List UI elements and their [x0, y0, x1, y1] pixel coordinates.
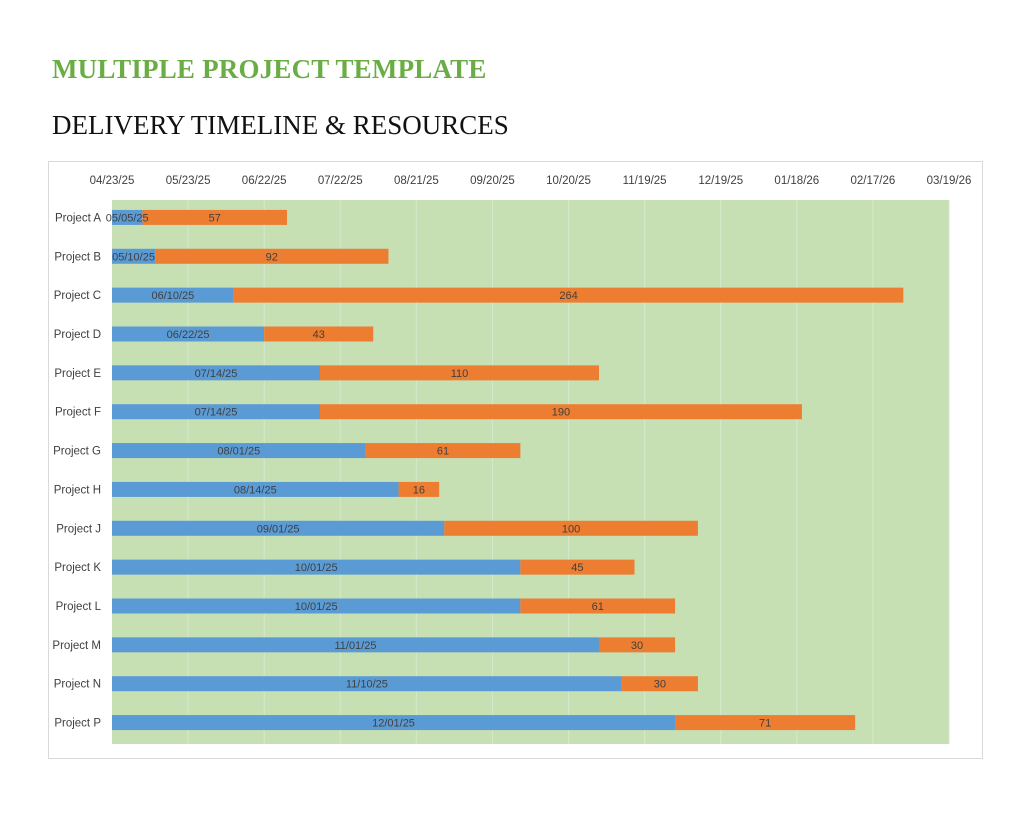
start-bar — [112, 481, 399, 497]
start-date-label: 06/22/25 — [167, 329, 210, 341]
start-date-label: 05/10/25 — [112, 251, 155, 263]
x-tick-label: 03/19/26 — [927, 175, 972, 187]
category-label: Project B — [54, 251, 101, 263]
duration-label: 30 — [654, 679, 666, 691]
category-label: Project A — [55, 212, 101, 224]
start-date-label: 11/10/25 — [346, 679, 388, 691]
category-label: Project P — [54, 718, 101, 730]
start-date-label: 07/14/25 — [195, 407, 238, 419]
start-bar — [112, 404, 320, 420]
start-bar — [112, 637, 599, 653]
start-bar — [112, 559, 521, 575]
duration-bar — [621, 676, 698, 692]
start-bar — [112, 443, 366, 459]
x-tick-label: 07/22/25 — [318, 175, 363, 187]
start-date-label: 10/01/25 — [295, 601, 338, 613]
category-label: Project C — [54, 290, 101, 302]
duration-bar — [233, 287, 904, 303]
duration-bar — [598, 637, 676, 653]
duration-label: 30 — [631, 640, 643, 652]
x-tick-label: 08/21/25 — [394, 175, 439, 187]
duration-label: 61 — [437, 446, 449, 458]
duration-bar — [675, 715, 856, 731]
category-label: Project M — [52, 640, 101, 652]
x-tick-label: 04/23/25 — [90, 175, 135, 187]
duration-bar — [319, 365, 599, 381]
category-label: Project K — [54, 562, 101, 574]
duration-bar — [520, 559, 635, 575]
start-bar — [112, 326, 265, 342]
x-tick-label: 12/19/25 — [698, 175, 743, 187]
x-tick-label: 11/19/25 — [623, 175, 667, 187]
category-label: Project N — [54, 679, 101, 691]
start-date-label: 08/01/25 — [217, 446, 260, 458]
start-bar — [112, 598, 521, 614]
category-label: Project H — [54, 484, 101, 496]
duration-bar — [520, 598, 676, 614]
duration-label: 43 — [313, 329, 325, 341]
duration-bar — [444, 520, 698, 536]
category-label: Project G — [53, 446, 101, 458]
duration-label: 264 — [559, 290, 577, 302]
x-tick-label: 09/20/25 — [470, 175, 515, 187]
x-tick-label: 01/18/26 — [774, 175, 819, 187]
start-bar — [112, 248, 156, 264]
start-bar — [112, 676, 622, 692]
duration-bar — [155, 248, 389, 264]
x-tick-label: 05/23/25 — [166, 175, 211, 187]
start-bar — [112, 715, 676, 731]
start-date-label: 11/01/25 — [334, 640, 376, 652]
duration-label: 71 — [759, 718, 771, 730]
start-date-label: 05/05/25 — [106, 212, 149, 224]
duration-label: 92 — [266, 251, 278, 263]
start-date-label: 08/14/25 — [234, 484, 277, 496]
start-bar — [112, 209, 143, 225]
start-bar — [112, 520, 445, 536]
chart-frame: 04/23/25 05/23/25 06/22/25 07/22/25 08/21/25… — [48, 161, 983, 759]
duration-bar — [319, 404, 802, 420]
category-label: Project J — [56, 523, 101, 535]
duration-bar — [365, 443, 521, 459]
duration-label: 57 — [209, 212, 221, 224]
duration-label: 190 — [552, 407, 570, 419]
category-label: Project E — [54, 368, 101, 380]
category-label: Project L — [56, 601, 102, 613]
page-title: MULTIPLE PROJECT TEMPLATE — [52, 54, 487, 84]
start-date-label: 06/10/25 — [151, 290, 194, 302]
duration-label: 110 — [451, 368, 469, 380]
start-date-label: 12/01/25 — [372, 718, 415, 730]
duration-bar — [142, 209, 288, 225]
start-bar — [112, 287, 234, 303]
duration-label: 61 — [592, 601, 604, 613]
duration-label: 100 — [562, 523, 580, 535]
start-date-label: 09/01/25 — [257, 523, 300, 535]
x-tick-label: 02/17/26 — [851, 175, 896, 187]
page-subtitle: DELIVERY TIMELINE & RESOURCES — [52, 110, 509, 140]
duration-label: 16 — [413, 484, 425, 496]
start-bar — [112, 365, 320, 381]
x-tick-label: 10/20/25 — [546, 175, 591, 187]
plot-area — [112, 200, 949, 744]
duration-label: 45 — [571, 562, 583, 574]
x-tick-label: 06/22/25 — [242, 175, 287, 187]
category-label: Project F — [55, 407, 101, 419]
duration-bar — [264, 326, 374, 342]
start-date-label: 07/14/25 — [195, 368, 238, 380]
duration-bar — [398, 481, 440, 497]
category-label: Project D — [54, 329, 101, 341]
start-date-label: 10/01/25 — [295, 562, 338, 574]
timeline-chart: 04/23/25 05/23/25 06/22/25 07/22/25 08/21/25… — [52, 175, 972, 744]
